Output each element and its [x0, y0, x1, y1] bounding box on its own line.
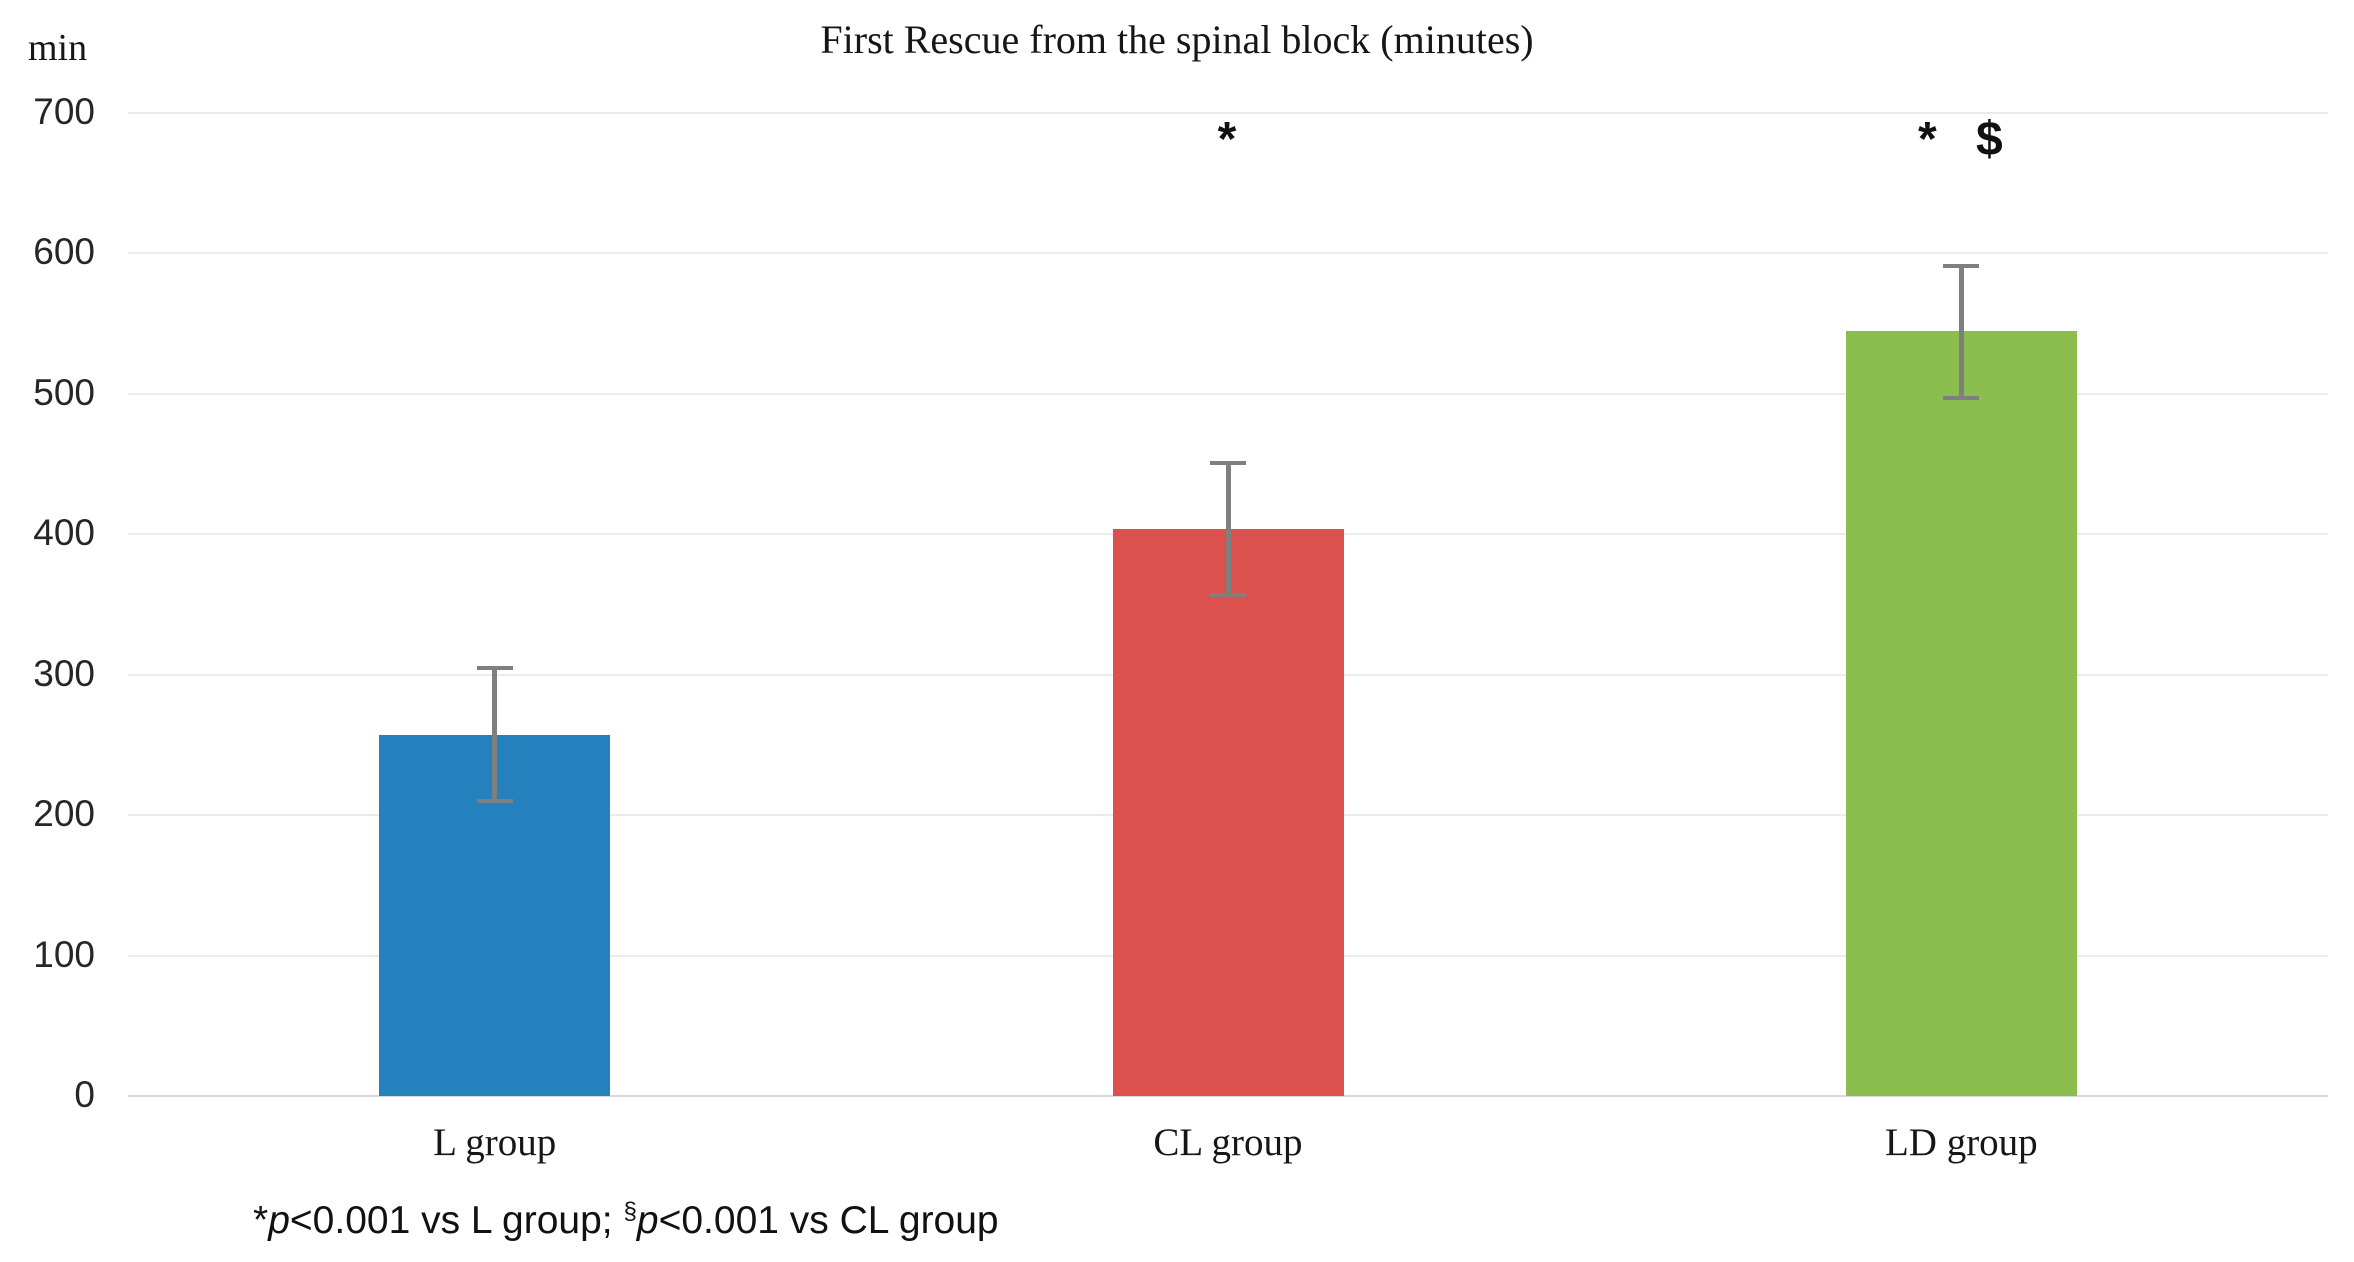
significance-marker-ld-group: * $: [1917, 113, 2005, 166]
error-bar-cap-lower-cl-group: [1210, 592, 1246, 597]
bar-cl-group: [1112, 528, 1344, 1096]
footnote-segment: §: [623, 1198, 637, 1225]
y-axis-unit-label: min: [28, 27, 88, 69]
y-tick-label-400: 400: [33, 512, 95, 554]
footnote-segment: p: [636, 1199, 659, 1242]
error-bar-cl-group: [1225, 462, 1231, 595]
footnote-segment: p: [268, 1199, 290, 1242]
error-bar-l-group: [492, 667, 498, 802]
error-bar-cap-upper-ld-group: [1943, 264, 1980, 269]
footnote-segment: <0.001 vs CL group: [658, 1199, 999, 1242]
error-bar-cap-lower-ld-group: [1943, 396, 1980, 401]
significance-marker-cl-group: *: [1217, 113, 1239, 166]
x-axis-label-ld-group: LD group: [1884, 1121, 2038, 1164]
error-bar-cap-upper-l-group: [476, 665, 513, 670]
y-tick-label-300: 300: [33, 652, 95, 694]
footnote-segment: <0.001 vs L group;: [289, 1199, 624, 1242]
x-axis-label-cl-group: CL group: [1153, 1121, 1303, 1164]
error-bar-cap-upper-cl-group: [1210, 460, 1246, 465]
footnote-segment: *: [253, 1199, 269, 1242]
y-tick-label-500: 500: [33, 371, 95, 413]
y-tick-label-0: 0: [74, 1074, 95, 1115]
gridline-700: [128, 112, 2328, 114]
error-bar-ld-group: [1958, 266, 1964, 399]
y-tick-label-100: 100: [33, 933, 95, 975]
error-bar-cap-lower-l-group: [476, 799, 513, 804]
y-tick-label-700: 700: [33, 91, 95, 132]
bar-ld-group: [1845, 330, 2077, 1096]
y-tick-label-600: 600: [33, 231, 95, 273]
y-tick-label-200: 200: [33, 793, 95, 835]
gridline-600: [128, 252, 2328, 255]
gridline-0: [128, 1095, 2328, 1097]
x-axis-label-l-group: L group: [433, 1121, 557, 1164]
significance-footnote: *p<0.001 vs L group; §p<0.001 vs CL grou…: [253, 1198, 999, 1243]
chart-title: First Rescue from the spinal block (minu…: [820, 17, 1534, 62]
gridline-500: [128, 392, 2328, 395]
